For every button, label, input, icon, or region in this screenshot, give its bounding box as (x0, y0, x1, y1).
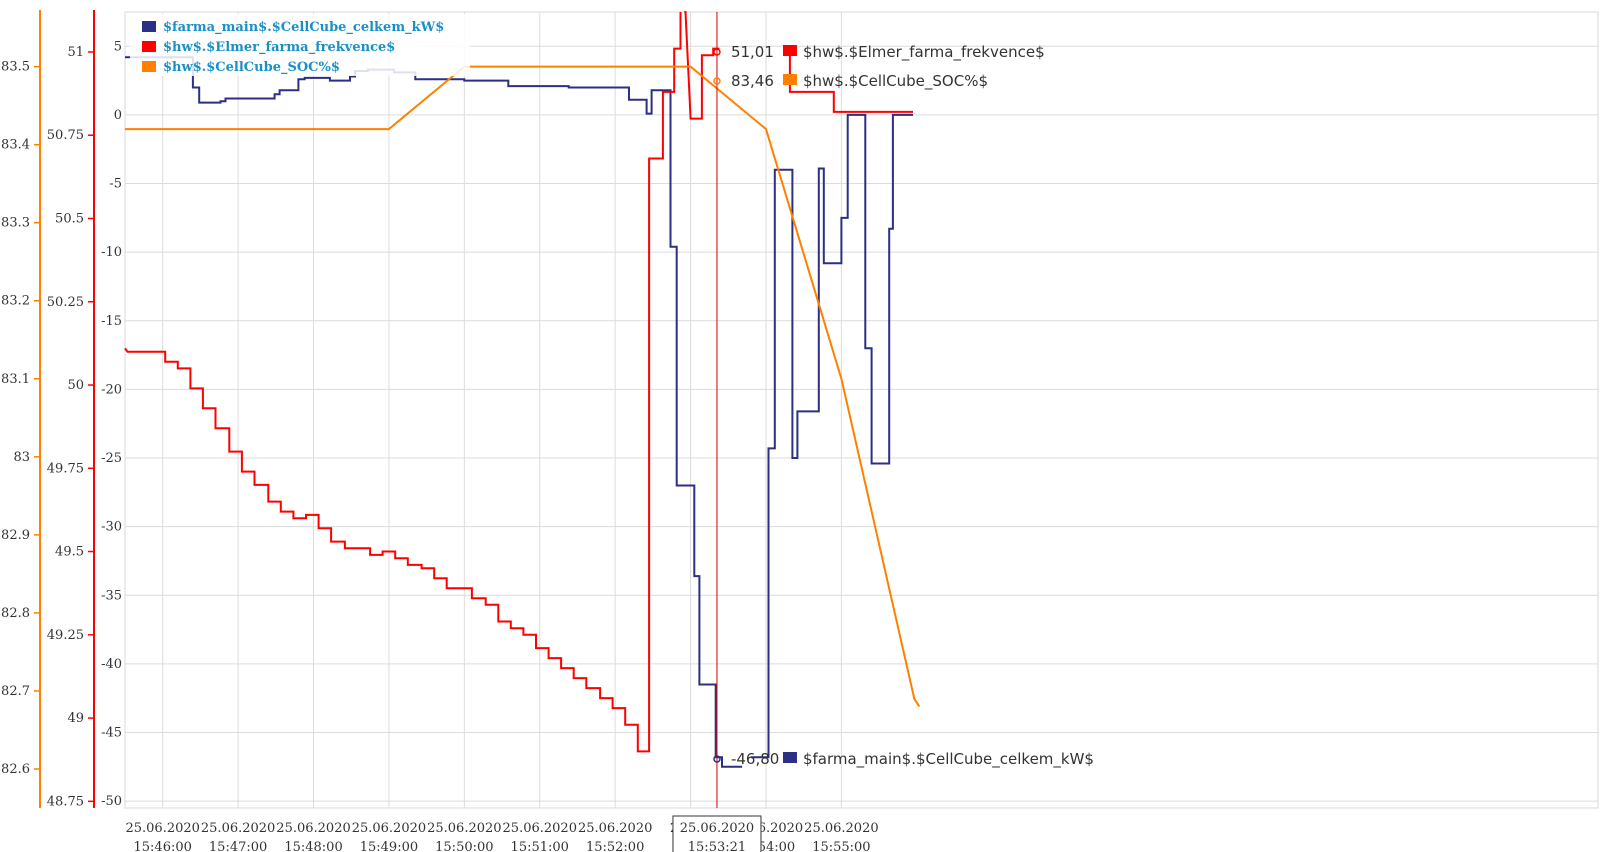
soc-tick-label: 82.8 (1, 606, 30, 621)
kw-tick-label: -5 (109, 177, 122, 192)
legend-label: $farma_main$.$CellCube_celkem_kW$ (163, 20, 444, 35)
x-tick-time: 15:51:00 (511, 840, 569, 852)
kw-tick-label: -10 (101, 245, 122, 260)
kw-tick-label: 5 (114, 39, 122, 54)
plot-frame (124, 11, 1599, 809)
series-frequency-line (124, 12, 682, 753)
x-tick-time: 15:55:00 (812, 840, 870, 852)
legend-label: $hw$.$Elmer_farma_frekvence$ (163, 40, 395, 55)
legend: $farma_main$.$CellCube_celkem_kW$ $hw$.$E… (130, 14, 470, 76)
x-tick-time: 15:50:00 (435, 840, 493, 852)
x-tick-date: 25.06.2020 (201, 821, 275, 836)
time-cursor[interactable]: 25.06.2020 15:53:21 51,01 $hw$.$Elmer_farma… (672, 12, 1094, 852)
x-tick-time: 15:47:00 (209, 840, 267, 852)
freq-tick-label: 51 (67, 45, 84, 60)
freq-tick-label: 49.5 (55, 545, 84, 560)
cursor-time-box (672, 815, 762, 852)
frequency-axis: 51 50.75 50.5 50.25 50 49.75 49.5 49.25 49 48.75 (47, 10, 95, 809)
readout-value: 83,46 (731, 72, 774, 90)
cursor-point (713, 755, 721, 763)
cursor-point (713, 77, 721, 85)
legend-swatch (142, 61, 156, 72)
x-tick-date: 25.06.2020 (578, 821, 652, 836)
readout-label: $farma_main$.$CellCube_celkem_kW$ (803, 750, 1094, 769)
x-tick-date: 25.06.2020 (503, 821, 577, 836)
kw-tick-label: -40 (101, 657, 122, 672)
kw-tick-label: -30 (101, 520, 122, 535)
x-tick-date: 25.06.2020 (352, 821, 426, 836)
freq-tick-label: 50.25 (47, 295, 84, 310)
freq-tick-label: 49.75 (47, 461, 84, 476)
soc-tick-label: 82.7 (1, 684, 30, 699)
readout-swatch (782, 74, 797, 85)
soc-tick-label: 83.2 (1, 294, 30, 309)
readout-swatch (782, 752, 797, 763)
soc-tick-label: 83.3 (1, 216, 30, 231)
soc-tick-label: 83.4 (1, 138, 30, 153)
readout-value: 51,01 (731, 43, 774, 61)
cursor-point (713, 48, 721, 56)
readout-label: $hw$.$CellCube_SOC%$ (803, 72, 988, 91)
kw-tick-label: -50 (101, 794, 122, 809)
freq-tick-label: 50.75 (47, 128, 84, 143)
soc-tick-label: 82.9 (1, 528, 30, 543)
legend-swatch (142, 21, 156, 32)
kw-tick-label: -20 (101, 382, 122, 397)
series-soc-line (125, 65, 921, 708)
kw-tick-label: -45 (101, 726, 122, 741)
freq-tick-label: 50 (67, 378, 84, 393)
cursor-date: 25.06.2020 (680, 821, 754, 836)
kw-tick-label: 0 (114, 108, 122, 123)
x-tick-date: 25.06.2020 (427, 821, 501, 836)
series-kw-line-segment (750, 113, 913, 759)
x-tick-date: 25.06.2020 (804, 821, 878, 836)
x-tick-time: 15:49:00 (360, 840, 418, 852)
x-tick-time: 15:48:00 (284, 840, 342, 852)
x-tick-date: 25.06.2020 (276, 821, 350, 836)
legend-background (130, 14, 470, 76)
soc-tick-label: 83.5 (1, 60, 30, 75)
freq-tick-label: 49.25 (47, 628, 84, 643)
freq-tick-label: 48.75 (47, 794, 84, 809)
freq-tick-label: 50.5 (55, 211, 84, 226)
x-tick-time: 15:46:00 (134, 840, 192, 852)
cursor-time: 15:53:21 (688, 840, 746, 852)
soc-tick-label: 82.6 (1, 762, 30, 777)
x-tick-time: 15:52:00 (586, 840, 644, 852)
legend-swatch (142, 41, 156, 52)
kw-tick-label: -25 (101, 451, 122, 466)
x-tick-date: 25.06.2020 (125, 821, 199, 836)
kw-tick-label: -15 (101, 314, 122, 329)
grid-lines (124, 11, 1599, 809)
soc-tick-label: 83.1 (1, 372, 30, 387)
kw-tick-label: -35 (101, 588, 122, 603)
soc-tick-label: 83 (13, 450, 30, 465)
readout-label: $hw$.$Elmer_farma_frekvence$ (803, 43, 1045, 62)
x-axis: 25.06.2020 15:46:00 25.06.2020 15:47:00 25.0… (125, 821, 878, 852)
series-frequency-line-segment (684, 11, 720, 120)
readout-value: -46,80 (731, 750, 779, 768)
freq-tick-label: 49 (67, 711, 84, 726)
soc-axis: 83.5 83.4 83.3 83.2 83.1 83 82.9 82.8 82.7 82.6 (1, 10, 41, 808)
kw-axis: 5 0 -5 -10 -15 -20 -25 -30 -35 -40 -45 -50 (101, 39, 122, 809)
readout-swatch (782, 45, 797, 56)
legend-label: $hw$.$CellCube_SOC%$ (163, 60, 340, 75)
